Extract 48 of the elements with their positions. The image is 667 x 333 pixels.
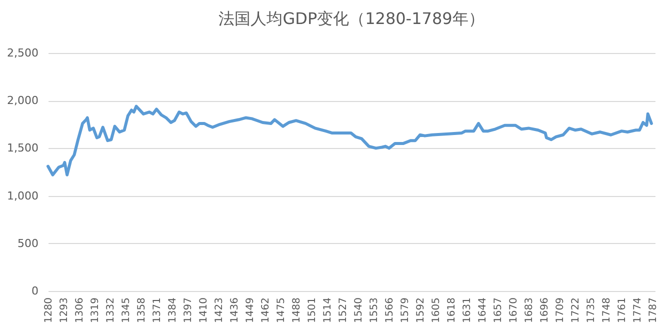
x-tick-label: 1280 (44, 298, 54, 323)
x-tick-label: 1670 (508, 298, 520, 323)
x-tick-label: 1501 (307, 298, 318, 323)
x-tick-label: 1371 (152, 298, 164, 323)
x-tick-label: 1774 (632, 298, 644, 323)
x-tick-label: 1787 (648, 298, 660, 323)
x-tick-label: 1592 (416, 298, 427, 323)
x-tick-label: 1540 (354, 298, 365, 323)
x-tick-label: 1319 (90, 298, 102, 323)
x-tick-label: 1605 (431, 298, 442, 323)
x-tick-label: 1514 (322, 298, 334, 323)
x-tick-label: 1618 (446, 298, 458, 323)
x-tick-label: 1644 (478, 298, 489, 323)
x-tick-label: 1410 (198, 298, 210, 323)
x-tick-label: 1384 (168, 298, 179, 323)
x-tick-label: 1566 (384, 298, 396, 323)
x-tick-label: 1449 (245, 298, 256, 323)
y-tick-label: 500 (18, 236, 38, 250)
x-tick-label: 1696 (540, 298, 551, 323)
x-tick-label: 1735 (586, 298, 598, 323)
x-tick-label: 1397 (183, 298, 194, 323)
x-tick-label: 1462 (260, 298, 272, 323)
x-tick-label: 1579 (400, 298, 412, 323)
x-tick-label: 1488 (292, 298, 303, 323)
x-tick-label: 1657 (493, 298, 504, 323)
y-tick-label: 0 (32, 284, 38, 298)
x-tick-label: 1423 (214, 298, 226, 323)
x-tick-label: 1475 (276, 298, 288, 323)
x-tick-label: 1332 (106, 298, 117, 323)
y-tick-label: 1,500 (7, 142, 38, 155)
x-tick-label: 1683 (524, 298, 536, 323)
y-tick-label: 2,500 (7, 46, 38, 60)
x-tick-label: 1709 (555, 298, 566, 323)
x-tick-label: 1631 (462, 298, 474, 323)
x-tick-label: 1345 (121, 298, 132, 323)
y-tick-label: 1,000 (7, 189, 38, 202)
y-tick-label: 2,000 (7, 94, 38, 108)
x-tick-label: 1358 (136, 298, 148, 323)
x-tick-label: 1748 (602, 298, 613, 323)
x-tick-label: 1306 (74, 298, 86, 323)
x-tick-label: 1293 (59, 298, 70, 323)
x-tick-label: 1761 (617, 298, 628, 323)
chart-title: 法国人均GDP变化（1280-1789年） (218, 9, 484, 28)
line-series (46, 104, 653, 176)
x-tick-label: 1527 (338, 298, 350, 323)
x-tick-label: 1722 (570, 298, 582, 323)
x-tick-label: 1553 (369, 298, 380, 323)
x-tick-label: 1436 (230, 298, 241, 323)
